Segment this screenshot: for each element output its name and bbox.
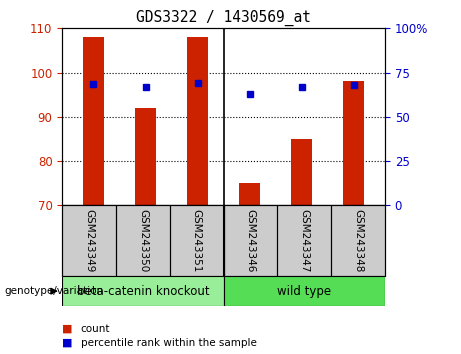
Bar xyxy=(224,276,385,306)
Title: GDS3322 / 1430569_at: GDS3322 / 1430569_at xyxy=(136,9,311,25)
Text: GSM243351: GSM243351 xyxy=(192,209,202,272)
Bar xyxy=(62,205,116,276)
Bar xyxy=(278,205,331,276)
Text: wild type: wild type xyxy=(277,285,331,298)
Bar xyxy=(83,37,104,205)
Text: GSM243350: GSM243350 xyxy=(138,209,148,272)
Text: GSM243346: GSM243346 xyxy=(245,209,255,272)
Bar xyxy=(343,81,364,205)
Text: genotype/variation: genotype/variation xyxy=(5,286,104,296)
Text: count: count xyxy=(81,324,110,333)
Text: percentile rank within the sample: percentile rank within the sample xyxy=(81,338,257,348)
Text: beta-catenin knockout: beta-catenin knockout xyxy=(77,285,209,298)
Bar xyxy=(116,205,170,276)
Bar xyxy=(135,108,156,205)
Bar xyxy=(62,276,224,306)
Bar xyxy=(239,183,260,205)
Bar xyxy=(224,205,278,276)
Text: GSM243347: GSM243347 xyxy=(299,209,309,272)
Bar xyxy=(187,37,208,205)
Bar xyxy=(170,205,224,276)
Text: ■: ■ xyxy=(62,338,73,348)
Text: ■: ■ xyxy=(62,324,73,333)
Text: GSM243349: GSM243349 xyxy=(84,209,94,272)
Bar xyxy=(291,139,312,205)
Text: GSM243348: GSM243348 xyxy=(353,209,363,272)
Bar xyxy=(331,205,385,276)
